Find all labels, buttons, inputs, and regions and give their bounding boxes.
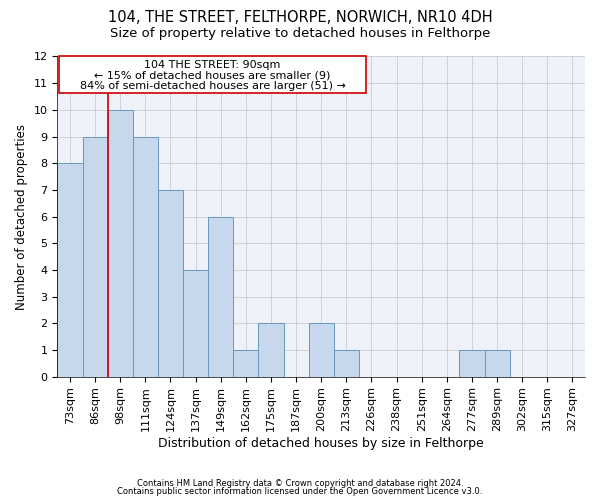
Text: ← 15% of detached houses are smaller (9): ← 15% of detached houses are smaller (9)	[94, 70, 331, 81]
Bar	[208, 216, 233, 376]
Bar	[83, 136, 107, 376]
FancyBboxPatch shape	[59, 56, 367, 94]
Y-axis label: Number of detached properties: Number of detached properties	[15, 124, 28, 310]
Bar	[233, 350, 259, 376]
Text: Size of property relative to detached houses in Felthorpe: Size of property relative to detached ho…	[110, 28, 490, 40]
Bar	[485, 350, 509, 376]
Text: 84% of semi-detached houses are larger (51) →: 84% of semi-detached houses are larger (…	[80, 81, 346, 91]
Bar	[183, 270, 208, 376]
Bar	[259, 323, 284, 376]
Bar	[460, 350, 485, 376]
X-axis label: Distribution of detached houses by size in Felthorpe: Distribution of detached houses by size …	[158, 437, 484, 450]
Text: Contains public sector information licensed under the Open Government Licence v3: Contains public sector information licen…	[118, 487, 482, 496]
Bar	[133, 136, 158, 376]
Text: 104, THE STREET, FELTHORPE, NORWICH, NR10 4DH: 104, THE STREET, FELTHORPE, NORWICH, NR1…	[107, 10, 493, 25]
Bar	[308, 323, 334, 376]
Bar	[58, 163, 83, 376]
Text: 104 THE STREET: 90sqm: 104 THE STREET: 90sqm	[145, 60, 281, 70]
Bar	[334, 350, 359, 376]
Bar	[158, 190, 183, 376]
Text: Contains HM Land Registry data © Crown copyright and database right 2024.: Contains HM Land Registry data © Crown c…	[137, 478, 463, 488]
Bar	[107, 110, 133, 376]
